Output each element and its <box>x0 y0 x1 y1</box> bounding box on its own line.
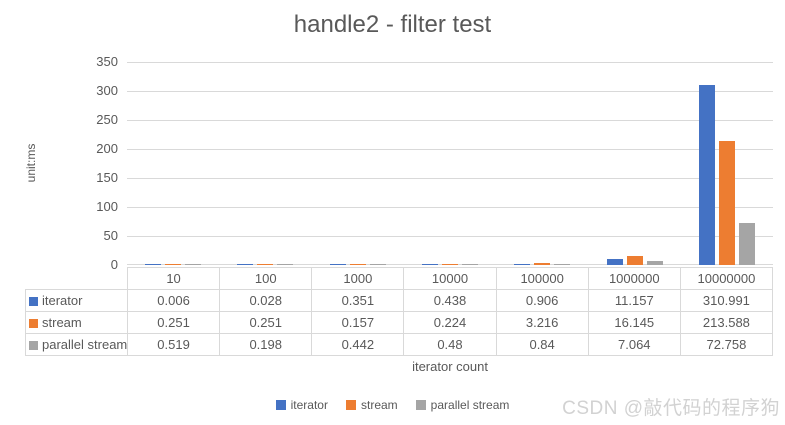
legend-item-parallel-stream: parallel stream <box>415 398 510 412</box>
y-tick-label-0: 0 <box>110 257 118 272</box>
y-tick-label-200: 200 <box>96 141 118 156</box>
cell-stream-1000: 0.157 <box>311 311 405 334</box>
series-swatch-icon <box>29 319 38 328</box>
legend-label: stream <box>360 398 398 412</box>
y-tick-label-100: 100 <box>96 199 118 214</box>
gridline-250 <box>127 120 773 121</box>
legend-item-iterator: iterator <box>275 398 328 412</box>
table-row: parallel stream 0.519 0.198 0.442 0.48 0.84 7.… <box>25 333 774 356</box>
table-row: iterator 0.006 0.028 0.351 0.438 0.906 11.157 3… <box>25 289 774 312</box>
cell-parallel-stream-1000000: 7.064 <box>587 333 681 356</box>
legend-swatch-icon <box>415 400 426 410</box>
chart-data-table: 10 100 1000 10000 100000 1000000 10000000 iter… <box>25 267 774 356</box>
cell-stream-10: 0.251 <box>126 311 221 334</box>
legend-label: parallel stream <box>430 398 510 412</box>
data-table-body: iterator 0.006 0.028 0.351 0.438 0.906 11.157 3… <box>25 289 774 356</box>
table-corner-cell <box>26 268 128 290</box>
series-swatch-icon <box>29 341 38 350</box>
cell-iterator-100000: 0.906 <box>495 289 589 312</box>
bar-parallel-stream-10 <box>185 263 202 265</box>
cell-parallel-stream-100000: 0.84 <box>495 333 589 356</box>
bar-stream-100000 <box>534 263 551 265</box>
bar-stream-10000 <box>442 263 458 265</box>
gridline-300 <box>127 91 773 92</box>
cell-iterator-10000000: 310.991 <box>679 289 774 312</box>
cell-parallel-stream-10000000: 72.758 <box>679 333 774 356</box>
legend-label: iterator <box>290 398 328 412</box>
cell-iterator-1000: 0.351 <box>311 289 405 312</box>
data-table-header: 10 100 1000 10000 100000 1000000 10000000 <box>26 267 774 290</box>
cell-parallel-stream-1000: 0.442 <box>311 333 405 356</box>
bar-stream-100 <box>257 263 274 265</box>
column-header-10000000: 10000000 <box>679 267 774 290</box>
chart-title: handle2 - filter test <box>293 11 492 38</box>
y-tick-label-300: 300 <box>96 83 118 98</box>
cell-iterator-10000: 0.438 <box>403 289 497 312</box>
watermark-text: CSDN @敲代码的程序狗 <box>562 398 780 419</box>
y-tick-label-350: 350 <box>96 54 118 69</box>
y-tick-label-50: 50 <box>103 228 118 243</box>
column-header-100000: 100000 <box>495 267 589 290</box>
cell-iterator-1000000: 11.157 <box>587 289 681 312</box>
bar-iterator-1000 <box>329 263 346 265</box>
cell-parallel-stream-10000: 0.48 <box>403 333 497 356</box>
bar-parallel-stream-1000 <box>369 263 386 265</box>
bar-iterator-10 <box>145 263 162 265</box>
table-row: stream 0.251 0.251 0.157 0.224 3.216 16.145 213… <box>25 311 774 334</box>
column-header-10: 10 <box>126 267 221 290</box>
series-swatch-icon <box>29 297 38 306</box>
column-header-1000: 1000 <box>311 267 405 290</box>
cell-iterator-10: 0.006 <box>126 289 221 312</box>
bar-stream-10000000 <box>718 141 735 265</box>
y-axis-ticks: 0 50 100 150 200 250 300 350 <box>0 55 118 272</box>
y-tick-label-250: 250 <box>96 112 118 127</box>
cell-parallel-stream-10: 0.519 <box>126 333 221 356</box>
bar-parallel-stream-100000 <box>554 263 571 265</box>
y-tick-label-150: 150 <box>96 170 118 185</box>
cell-stream-100: 0.251 <box>219 311 313 334</box>
bar-iterator-1000000 <box>606 258 623 265</box>
bar-iterator-100000 <box>514 263 531 265</box>
bar-stream-10 <box>165 263 182 265</box>
column-header-1000000: 1000000 <box>587 267 681 290</box>
cell-stream-1000000: 16.145 <box>587 311 681 334</box>
cell-stream-100000: 3.216 <box>495 311 589 334</box>
row-label-parallel-stream: parallel stream <box>25 333 128 356</box>
legend-item-stream: stream <box>345 398 398 412</box>
column-header-10000: 10000 <box>403 267 497 290</box>
row-label-iterator: iterator <box>25 289 128 312</box>
gridline-100 <box>127 207 773 208</box>
row-label-stream: stream <box>25 311 128 334</box>
bar-parallel-stream-10000 <box>462 263 478 265</box>
legend-swatch-icon <box>345 400 356 410</box>
bar-parallel-stream-1000000 <box>646 260 663 265</box>
bar-stream-1000 <box>349 263 366 265</box>
cell-stream-10000000: 213.588 <box>679 311 774 334</box>
cell-stream-10000: 0.224 <box>403 311 497 334</box>
gridline-50 <box>127 236 773 237</box>
bar-stream-1000000 <box>626 255 643 265</box>
gridline-350 <box>127 62 773 63</box>
cell-iterator-100: 0.028 <box>219 289 313 312</box>
bar-iterator-10000000 <box>698 84 715 265</box>
legend-swatch-icon <box>275 400 286 410</box>
bar-iterator-10000 <box>422 263 438 265</box>
x-axis-title: iterator count <box>412 359 488 374</box>
bar-parallel-stream-10000000 <box>738 222 755 265</box>
cell-parallel-stream-100: 0.198 <box>219 333 313 356</box>
column-header-100: 100 <box>219 267 313 290</box>
gridline-200 <box>127 149 773 150</box>
plot-area <box>127 62 773 265</box>
bar-iterator-100 <box>237 263 254 265</box>
chart-legend: iterator stream parallel stream <box>0 398 785 412</box>
bar-parallel-stream-100 <box>277 263 294 265</box>
gridline-150 <box>127 178 773 179</box>
